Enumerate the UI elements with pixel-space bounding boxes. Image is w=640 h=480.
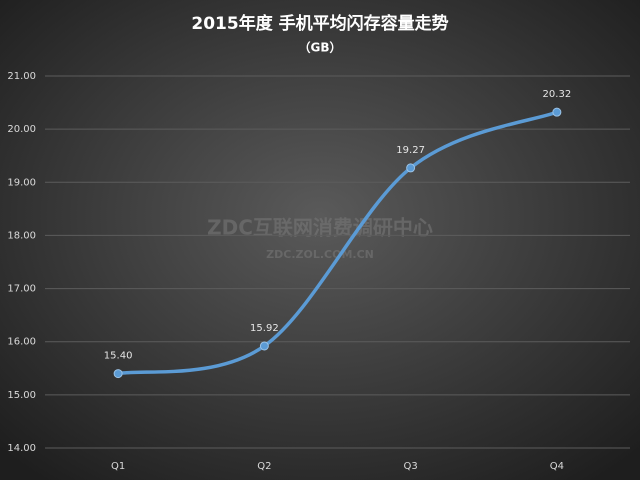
y-tick-label: 14.00: [7, 443, 36, 454]
data-label: 20.32: [543, 89, 572, 100]
y-tick-label: 17.00: [7, 284, 36, 295]
y-tick-label: 16.00: [7, 337, 36, 348]
marker: [259, 341, 269, 351]
x-tick-label: Q2: [257, 461, 271, 472]
line: [116, 110, 559, 376]
y-tick-label: 21.00: [7, 71, 36, 82]
watermark-url: ZDC.ZOL.COM.CN: [266, 248, 374, 261]
data-label: 19.27: [396, 145, 425, 156]
y-tick-label: 19.00: [7, 177, 36, 188]
marker: [406, 163, 416, 173]
x-tick-label: Q4: [550, 461, 564, 472]
x-tick-label: Q3: [404, 461, 418, 472]
data-label: 15.92: [250, 323, 279, 334]
marker: [552, 107, 562, 117]
data-label: 15.40: [104, 351, 133, 362]
y-tick-label: 20.00: [7, 124, 36, 135]
marker: [113, 369, 123, 379]
y-tick-label: 18.00: [7, 230, 36, 241]
chart-subtitle: （GB）: [299, 40, 342, 55]
y-tick-label: 15.00: [7, 390, 36, 401]
chart-title: 2015年度 手机平均闪存容量走势: [191, 13, 448, 34]
x-tick-label: Q1: [111, 461, 125, 472]
